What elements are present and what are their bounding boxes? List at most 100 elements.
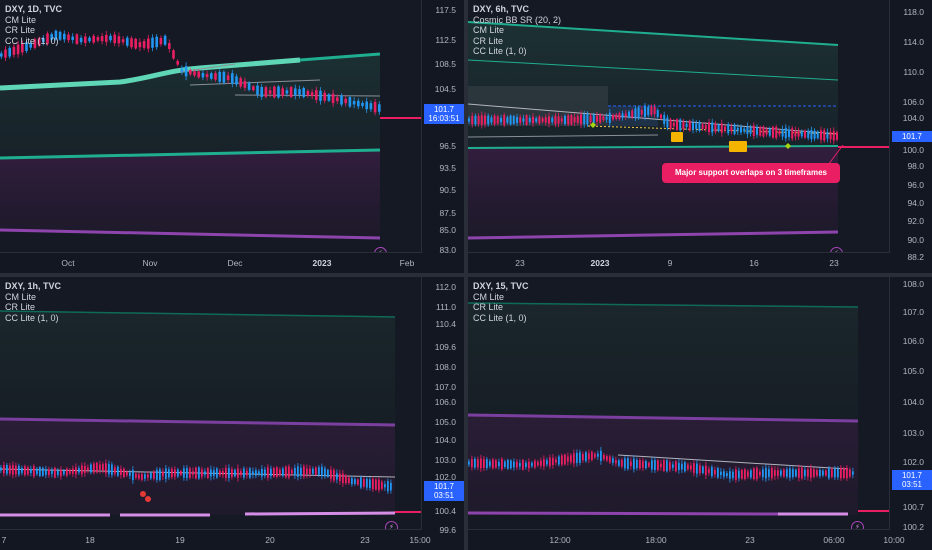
- price-tick-label: 100.4: [434, 506, 456, 516]
- legend-indicator[interactable]: CC Lite (1, 0): [473, 46, 527, 56]
- time-axis-15m[interactable]: 12:00 18:00 23 06:00 10:00: [468, 529, 905, 550]
- time-tick-label: 16: [749, 258, 759, 268]
- price-tick-label: 93.5: [439, 163, 456, 173]
- teal-band-upper: [468, 302, 859, 308]
- price-axis-15m[interactable]: 108.0107.0106.0105.0104.0103.0102.0101.2…: [889, 277, 932, 550]
- price-tick-label: 106.0: [902, 97, 924, 107]
- legend-indicator[interactable]: CM Lite: [473, 25, 505, 35]
- legend-indicator[interactable]: CR Lite: [473, 302, 504, 312]
- legend-indicator[interactable]: CM Lite: [5, 291, 37, 302]
- price-tick-label: 90.5: [439, 185, 456, 195]
- bar-countdown: 03:51: [433, 491, 455, 500]
- chart-pane-15m[interactable]: DXY, 15, TVC CM Lite CR Lite CC Lite (1,…: [468, 277, 932, 550]
- time-tick-label: 7: [1, 535, 7, 545]
- legend-indicator[interactable]: CR Lite: [5, 25, 36, 35]
- legend-indicator[interactable]: CR Lite: [5, 302, 36, 312]
- price-tick-label: 106.0: [902, 336, 924, 346]
- legend-indicator[interactable]: CM Lite: [473, 291, 505, 302]
- pane-divider-horizontal[interactable]: [0, 273, 932, 277]
- candles-1d: [0, 29, 381, 116]
- bar-countdown: 03:51: [901, 480, 923, 489]
- price-tick-label: 88.2: [907, 252, 924, 262]
- price-tick-label: 90.0: [907, 235, 924, 245]
- price-tick-label: 108.5: [434, 59, 456, 69]
- price-tick-label: 85.0: [439, 225, 456, 235]
- price-tick-label: 110.0: [903, 67, 924, 77]
- teal-band-lower: [0, 148, 381, 160]
- price-tick-label: 102.0: [434, 472, 456, 482]
- legend-symbol[interactable]: DXY, 1D, TVC: [5, 4, 63, 14]
- teal-band-upper: [468, 21, 839, 46]
- purple-band-upper: [468, 413, 859, 423]
- price-tick-label: 108.0: [434, 362, 456, 372]
- time-tick-label: 06:00: [823, 535, 845, 545]
- time-tick-label: Dec: [227, 258, 243, 268]
- price-tick-label: 98.0: [907, 161, 924, 171]
- time-tick-label: Oct: [61, 258, 75, 268]
- support-callout[interactable]: Major support overlaps on 3 timeframes: [662, 163, 840, 183]
- time-tick-label: 23: [829, 258, 839, 268]
- last-price-value: 101.7: [901, 132, 923, 141]
- time-tick-label: 12:00: [549, 535, 571, 545]
- last-price-tag-15m: 101.7 03:51: [892, 470, 932, 490]
- price-tick-label: 100.2: [902, 522, 924, 532]
- time-tick-label: 18: [85, 535, 95, 545]
- legend-indicator[interactable]: CR Lite: [473, 35, 504, 46]
- price-axis-1d[interactable]: 117.5112.5108.5104.5100.596.593.590.587.…: [421, 0, 464, 273]
- price-tick-label: 83.0: [439, 245, 456, 255]
- legend-indicator[interactable]: CM Lite: [5, 14, 37, 25]
- price-tick-label: 108.0: [902, 279, 924, 289]
- chart-canvas-1h[interactable]: [0, 277, 422, 530]
- chart-pane-1d[interactable]: DXY, 1D, TVC CM Lite CR Lite CC Lite (1,…: [0, 0, 464, 273]
- chart-canvas-6h[interactable]: [468, 0, 890, 253]
- legend-15m: DXY, 15, TVC CM Lite CR Lite CC Lite (1,…: [473, 281, 529, 323]
- legend-indicator[interactable]: CC Lite (1, 0): [473, 312, 527, 323]
- last-price-value: 101.7: [901, 471, 923, 480]
- legend-symbol[interactable]: DXY, 15, TVC: [473, 281, 529, 291]
- legend-indicator[interactable]: Cosmic BB SR (20, 2): [473, 14, 562, 25]
- legend-indicator[interactable]: CC Lite (1, 0): [5, 35, 59, 46]
- legend-indicator[interactable]: CC Lite (1, 0): [5, 312, 59, 323]
- candles-1h: [0, 459, 392, 494]
- gift-icon: [729, 141, 747, 152]
- legend-symbol[interactable]: DXY, 1h, TVC: [5, 281, 62, 291]
- chart-pane-1h[interactable]: DXY, 1h, TVC CM Lite CR Lite CC Lite (1,…: [0, 277, 464, 550]
- teal-band-lower: [468, 145, 839, 149]
- moving-average-line: [0, 57, 301, 91]
- price-tick-label: 87.5: [439, 208, 456, 218]
- time-tick-label: 9: [667, 258, 673, 268]
- price-tick-label: 117.5: [435, 5, 456, 15]
- legend-6h: DXY, 6h, TVC Cosmic BB SR (20, 2) CM Lit…: [473, 4, 561, 57]
- bar-countdown: 16:03:51: [428, 114, 460, 123]
- price-tick-label: 118.0: [903, 7, 924, 17]
- candles-6h: [468, 102, 838, 145]
- time-tick-label: 23: [745, 535, 755, 545]
- price-tick-label: 96.5: [439, 141, 456, 151]
- time-tick-label: 2023: [312, 258, 332, 268]
- price-tick-label: 103.0: [434, 455, 456, 465]
- chart-canvas-1d[interactable]: [0, 0, 422, 253]
- purple-band-upper: [0, 417, 396, 427]
- price-tick-label: 109.6: [434, 342, 456, 352]
- chart-pane-6h[interactable]: DXY, 6h, TVC Cosmic BB SR (20, 2) CM Lit…: [468, 0, 932, 273]
- last-price-tag-1h: 101.7 03:51: [424, 481, 464, 501]
- chart-canvas-15m[interactable]: [468, 277, 890, 530]
- time-axis-1h[interactable]: 7 18 19 20 23 15:00: [0, 529, 431, 550]
- price-tick-label: 104.0: [902, 113, 924, 123]
- price-tick-label: 100.0: [902, 145, 924, 155]
- price-tick-label: 105.0: [434, 417, 456, 427]
- price-axis-1h[interactable]: 112.0 111.0 110.4 109.6 108.0 107.0 106.0 105.0…: [421, 277, 464, 550]
- price-tick-label: 104.0: [902, 397, 924, 407]
- time-tick-label: 19: [175, 535, 185, 545]
- teal-band-upper: [299, 52, 381, 62]
- time-tick-label: 10:00: [883, 535, 905, 545]
- time-axis-6h[interactable]: 23 2023 9 16 23: [468, 252, 890, 273]
- time-axis-1d[interactable]: Oct Nov Dec 2023 Feb: [0, 252, 422, 273]
- price-tick-label: 94.0: [907, 198, 924, 208]
- price-tick-label: 92.0: [907, 216, 924, 226]
- last-price-value: 101.7: [433, 105, 455, 114]
- price-tick-label: 110.4: [435, 319, 456, 329]
- legend-symbol[interactable]: DXY, 6h, TVC: [473, 4, 530, 14]
- gift-icon: [671, 132, 683, 142]
- legend-1h: DXY, 1h, TVC CM Lite CR Lite CC Lite (1,…: [5, 281, 61, 323]
